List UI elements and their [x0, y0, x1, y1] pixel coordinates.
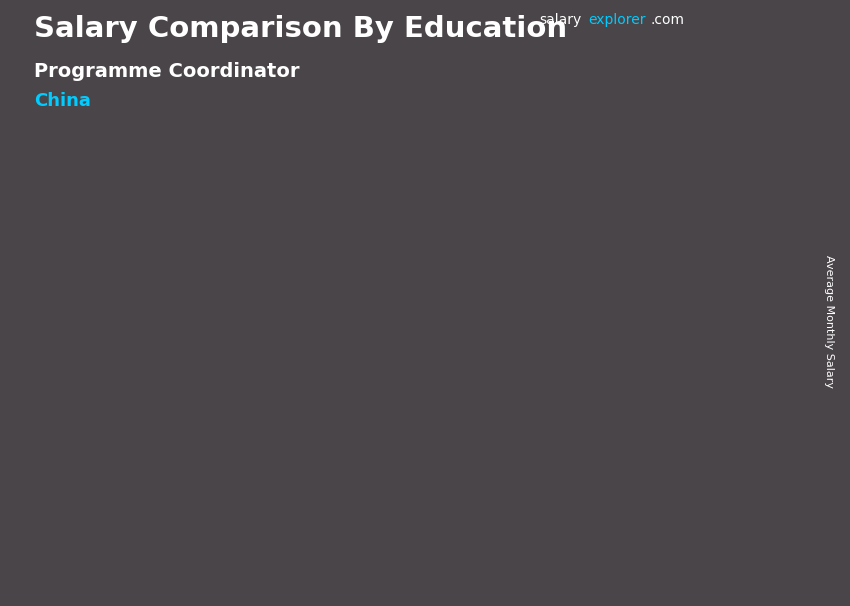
Text: Average Monthly Salary: Average Monthly Salary — [824, 255, 834, 388]
Text: China: China — [34, 92, 91, 110]
Text: 24,900 CNY: 24,900 CNY — [236, 308, 327, 322]
Polygon shape — [363, 328, 375, 503]
Polygon shape — [695, 46, 705, 58]
Polygon shape — [514, 256, 526, 503]
Polygon shape — [436, 473, 442, 503]
Polygon shape — [705, 78, 714, 90]
Polygon shape — [436, 255, 526, 256]
Text: 35,100 CNY: 35,100 CNY — [388, 236, 478, 251]
Text: +14%: +14% — [212, 268, 285, 288]
Text: +21%: +21% — [514, 166, 586, 186]
Bar — [436, 256, 514, 503]
Bar — [133, 350, 212, 503]
Bar — [586, 204, 666, 503]
Text: .com: .com — [650, 13, 684, 27]
Text: Salary Comparison By Education: Salary Comparison By Education — [34, 15, 567, 43]
Text: 42,500 CNY: 42,500 CNY — [551, 183, 641, 197]
Polygon shape — [695, 88, 705, 101]
Polygon shape — [133, 348, 224, 350]
Text: salary: salary — [540, 13, 582, 27]
Polygon shape — [666, 204, 677, 503]
Polygon shape — [705, 57, 714, 70]
Polygon shape — [212, 350, 224, 503]
Text: explorer: explorer — [588, 13, 646, 27]
Text: Programme Coordinator: Programme Coordinator — [34, 62, 299, 81]
Text: +41%: +41% — [364, 211, 435, 232]
Bar — [285, 328, 363, 503]
Text: 21,800 CNY: 21,800 CNY — [90, 327, 180, 341]
Polygon shape — [285, 327, 375, 328]
Polygon shape — [285, 482, 291, 503]
Polygon shape — [667, 55, 691, 86]
Polygon shape — [586, 467, 593, 503]
Polygon shape — [586, 202, 677, 204]
Polygon shape — [133, 485, 140, 503]
